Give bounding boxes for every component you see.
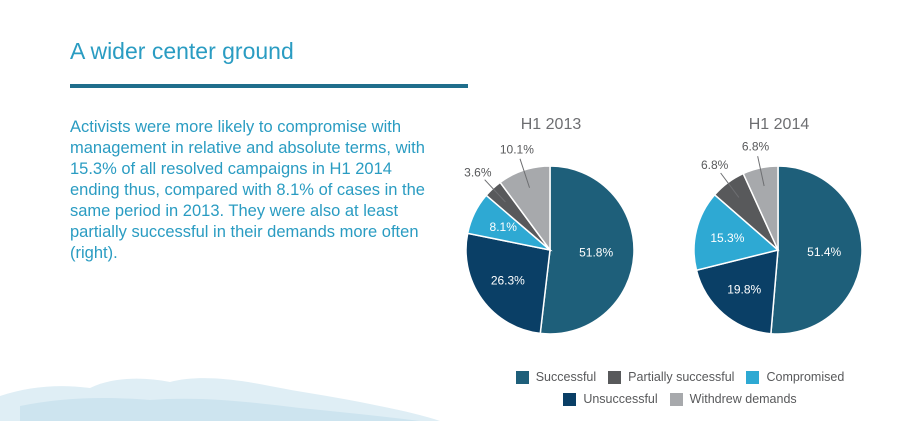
legend-swatch bbox=[515, 370, 529, 384]
legend-swatch bbox=[669, 392, 683, 406]
legend-row: Successful Partially successful Compromise… bbox=[470, 366, 890, 388]
legend-item-partially-successful: Partially successful bbox=[608, 370, 734, 384]
leader-line bbox=[519, 158, 531, 188]
legend-row: Unsuccessful Withdrew demands bbox=[470, 388, 890, 410]
legend-item-withdrew-demands: Withdrew demands bbox=[669, 392, 797, 406]
pie-slice-successful bbox=[539, 165, 635, 335]
chart-title-2014: H1 2014 bbox=[748, 116, 810, 133]
leader-line bbox=[720, 172, 740, 198]
legend-label: Withdrew demands bbox=[689, 392, 797, 406]
pie-data-label: 3.6% bbox=[464, 165, 492, 179]
pie-data-label: 8.1% bbox=[490, 220, 518, 234]
pie-slice-successful bbox=[770, 165, 863, 335]
pie-data-label: 51.8% bbox=[579, 246, 613, 260]
legend-label: Unsuccessful bbox=[583, 392, 658, 406]
pie-data-label: 6.8% bbox=[701, 158, 729, 172]
legend-swatch bbox=[746, 370, 760, 384]
legend-item-successful: Successful bbox=[515, 370, 597, 384]
pie-slice-unsuccessful bbox=[465, 232, 551, 335]
leader-line bbox=[757, 156, 765, 187]
leader-line bbox=[484, 179, 506, 203]
title-underline bbox=[70, 84, 468, 88]
pie-charts: 51.8% 26.3% 8.1% 3.6% 10.1% 51.4% 19.8% 15.3% 6.… bbox=[464, 140, 863, 335]
pie-data-label: 6.8% bbox=[742, 140, 770, 153]
legend-item-compromised: Compromised bbox=[746, 370, 844, 384]
pie-data-label: 26.3% bbox=[491, 274, 525, 288]
pie-slice-compromised bbox=[693, 193, 780, 272]
legend-label: Successful bbox=[535, 370, 597, 384]
legend-label: Partially successful bbox=[628, 370, 735, 384]
legend-swatch bbox=[563, 392, 577, 406]
legend-item-unsuccessful: Unsuccessful bbox=[563, 392, 658, 406]
pie-slice-unsuccessful bbox=[695, 249, 779, 335]
body-paragraph: Activists were more likely to compromise… bbox=[70, 118, 425, 262]
page-title: A wider center ground bbox=[70, 38, 294, 64]
world-map-decoration bbox=[0, 378, 440, 421]
chart-title-2013: H1 2013 bbox=[520, 116, 582, 133]
chart-legend: Successful Partially successful Compromise… bbox=[470, 366, 890, 410]
legend-label: Compromised bbox=[766, 370, 845, 384]
legend-swatch bbox=[608, 370, 622, 384]
pie-data-label: 51.4% bbox=[807, 245, 841, 259]
pie-data-label: 10.1% bbox=[500, 142, 534, 156]
pie-data-label: 19.8% bbox=[727, 283, 761, 297]
pie-data-label: 15.3% bbox=[710, 231, 744, 245]
